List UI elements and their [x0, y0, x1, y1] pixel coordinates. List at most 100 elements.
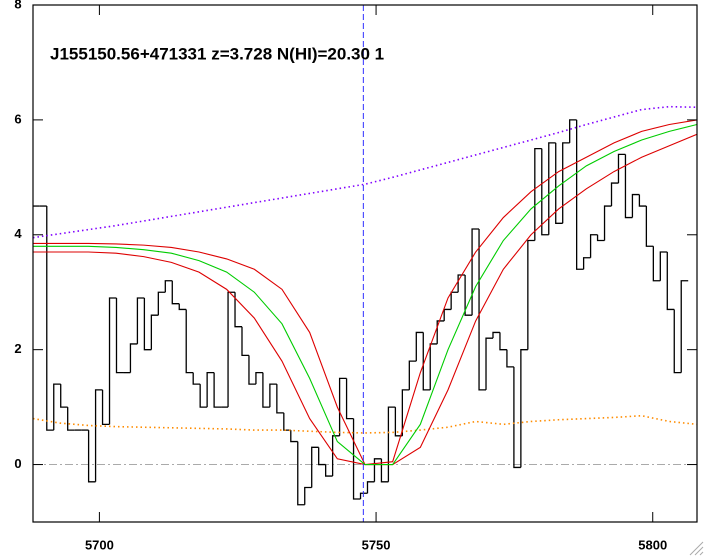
flux-step: [248, 355, 256, 385]
flux-step: [157, 291, 166, 316]
flux-step: [94, 389, 103, 482]
model-line: [33, 105, 697, 239]
flux-step: [534, 147, 542, 241]
flux-step: [373, 458, 382, 482]
y-tick-label: 8: [14, 0, 21, 11]
flux-step: [569, 119, 577, 143]
flux-step: [464, 274, 473, 316]
flux-step: [610, 182, 619, 207]
model-line: [33, 123, 697, 466]
flux-step: [555, 142, 563, 224]
flux-step: [269, 383, 277, 408]
flux-step: [290, 430, 298, 443]
flux-step: [513, 366, 521, 469]
flux-step: [178, 303, 187, 311]
flux-step: [115, 297, 124, 374]
flux-step: [345, 378, 354, 420]
flux-step: [67, 407, 75, 431]
flux-step: [311, 446, 319, 488]
resize-grip: [689, 541, 704, 556]
flux-step: [680, 280, 689, 373]
flux-step: [53, 383, 61, 431]
flux-step: [548, 142, 556, 235]
flux-step: [304, 486, 312, 505]
flux-step: [108, 297, 117, 425]
flux-step: [297, 441, 305, 506]
model-line: [33, 119, 697, 466]
flux-step: [338, 377, 347, 436]
flux-step: [666, 252, 675, 311]
flux-step: [401, 389, 410, 436]
flux-step: [471, 228, 480, 316]
flux-step: [645, 206, 654, 247]
flux-step: [206, 371, 215, 408]
flux-step: [60, 384, 68, 408]
flux-step: [499, 332, 507, 351]
y-tick-label: 6: [14, 111, 21, 126]
flux-step: [457, 274, 466, 293]
flux-step: [143, 297, 152, 351]
flux-step: [492, 331, 500, 339]
flux-step: [241, 326, 249, 357]
flux-step: [652, 246, 661, 282]
flux-step: [408, 360, 417, 390]
flux-step: [638, 194, 647, 207]
flux-step: [520, 349, 528, 468]
flux-step: [603, 205, 612, 241]
flux-step: [527, 239, 535, 350]
flux-step: [192, 372, 201, 385]
y-tick-label: 2: [14, 341, 21, 356]
model-line: [33, 133, 697, 466]
flux-step: [478, 229, 487, 391]
frame: [32, 4, 698, 523]
flux-step: [659, 251, 668, 281]
plot-area: [33, 5, 697, 522]
flux-step: [213, 372, 222, 408]
flux-step: [331, 435, 340, 477]
flux-step: [387, 406, 396, 482]
flux-step: [199, 384, 208, 408]
flux-step: [359, 492, 368, 500]
model-line: [33, 414, 697, 434]
flux-step: [380, 458, 389, 483]
flux-step: [366, 481, 375, 494]
flux-step: [101, 389, 110, 425]
flux-step: [394, 407, 403, 437]
flux-step: [185, 309, 194, 374]
flux-step: [673, 309, 682, 374]
flux-step: [617, 153, 626, 184]
flux-step: [318, 447, 326, 466]
flux-step: [576, 119, 584, 270]
flux-step: [624, 154, 633, 219]
x-tick-label: 5800: [638, 537, 667, 552]
flux-step: [415, 331, 424, 362]
flux-step: [352, 418, 361, 500]
flux-step: [506, 349, 514, 368]
flux-step: [562, 142, 570, 224]
flux-step: [429, 343, 438, 390]
flux-step: [227, 291, 236, 408]
flux-step: [450, 291, 459, 310]
flux-step: [422, 332, 431, 391]
flux-step: [276, 384, 284, 414]
flux-step: [164, 280, 173, 293]
flux-step: [485, 337, 493, 390]
flux-step: [541, 148, 549, 236]
y-tick-label: 0: [14, 456, 21, 471]
flux-step: [596, 234, 605, 242]
flux-step: [443, 308, 452, 321]
flux-step: [255, 371, 263, 385]
flux-step: [234, 292, 242, 328]
flux-step: [46, 206, 54, 431]
x-tick-label: 5700: [85, 537, 114, 552]
flux-step: [171, 280, 180, 305]
flux-step: [325, 464, 333, 477]
flux-step: [150, 314, 159, 350]
flux-step: [283, 412, 291, 431]
flux-step: [262, 372, 270, 408]
flux-step: [87, 430, 96, 483]
flux-step: [582, 257, 591, 270]
x-tick-label: 5750: [362, 537, 391, 552]
flux-step: [589, 234, 598, 258]
